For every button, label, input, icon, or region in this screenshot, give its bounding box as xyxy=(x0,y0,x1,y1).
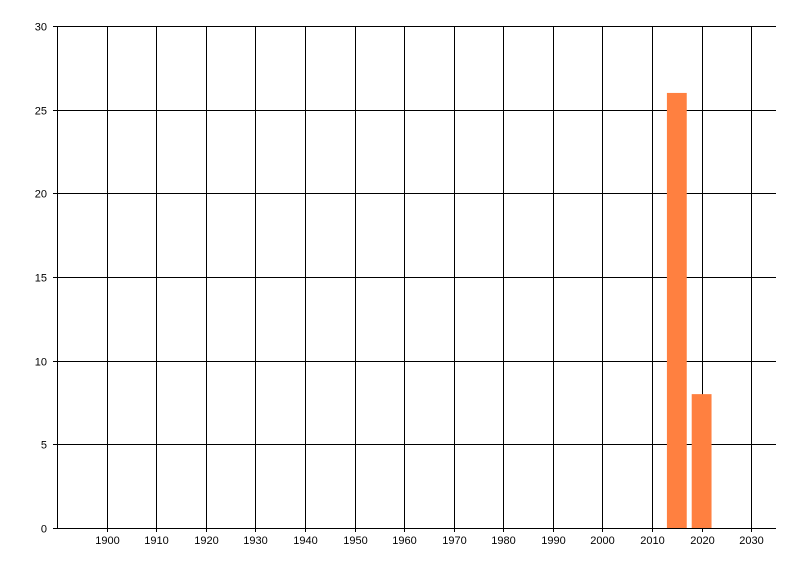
bar-2015 xyxy=(666,92,687,528)
y-tick-label: 30 xyxy=(35,22,47,34)
y-tick-label: 10 xyxy=(35,357,47,369)
x-tick-label: 1960 xyxy=(392,535,416,547)
x-tick-label: 1900 xyxy=(95,535,119,547)
y-tick-label: 5 xyxy=(41,440,47,452)
y-tick-label: 25 xyxy=(35,106,47,118)
x-tick-label: 2000 xyxy=(590,535,614,547)
x-tick-label: 1930 xyxy=(243,535,267,547)
bars xyxy=(666,92,712,528)
y-tick-label: 15 xyxy=(35,273,47,285)
x-tick-label: 2020 xyxy=(690,535,714,547)
y-tick-label: 20 xyxy=(35,189,47,201)
x-tick-label: 1970 xyxy=(442,535,466,547)
tick-labels: 1900 1910 1920 1930 1940 1950 1960 1970 1980 1990… xyxy=(35,22,764,548)
x-tick-label: 1940 xyxy=(293,535,317,547)
bar-2020 xyxy=(691,394,712,528)
x-tick-label: 1920 xyxy=(194,535,218,547)
x-tick-label: 1990 xyxy=(541,535,565,547)
x-tick-label: 1980 xyxy=(491,535,515,547)
x-tick-label: 2030 xyxy=(739,535,763,547)
y-tick-label: 0 xyxy=(41,524,47,536)
x-tick-label: 2010 xyxy=(640,535,664,547)
grid-lines xyxy=(53,26,776,532)
x-tick-label: 1910 xyxy=(144,535,168,547)
x-tick-label: 1950 xyxy=(343,535,367,547)
axes xyxy=(57,26,776,529)
